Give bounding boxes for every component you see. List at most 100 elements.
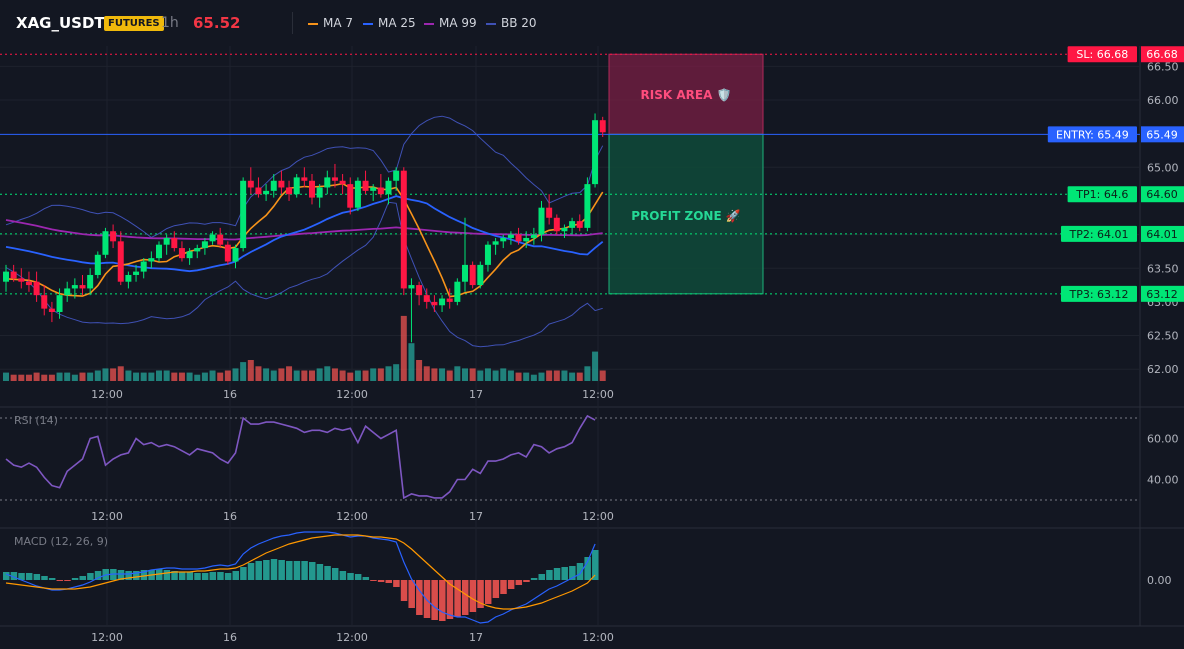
volume-bar	[194, 374, 201, 381]
legend-ma25[interactable]: MA 25	[363, 16, 416, 30]
macd-histogram-bar	[362, 577, 370, 580]
macd-histogram-bar	[515, 580, 523, 585]
volume-bar	[48, 374, 55, 381]
volume-bar	[385, 366, 392, 381]
volume-bar	[500, 368, 507, 381]
price-axis-tag-label: 64.01	[1146, 228, 1178, 241]
volume-bar	[117, 366, 124, 381]
macd-histogram-bar	[255, 561, 262, 580]
header-divider	[292, 12, 293, 34]
volume-bar	[523, 372, 530, 381]
candle-body	[263, 190, 270, 195]
macd-histogram-bar	[278, 560, 285, 580]
volume-bar	[431, 368, 438, 381]
candle-body	[240, 180, 247, 249]
price-axis-tag-label: 64.60	[1146, 188, 1178, 201]
macd-histogram-bar	[247, 563, 255, 580]
rsi-tick-label: 60.00	[1147, 433, 1179, 446]
legend-ma7-label: MA 7	[323, 16, 354, 30]
ma25-swatch	[363, 22, 373, 25]
candle-body	[270, 180, 277, 191]
macd-histogram-bar	[354, 574, 362, 580]
macd-histogram-bar	[523, 580, 530, 582]
macd-histogram-bar	[584, 557, 591, 580]
macd-histogram-bar	[324, 566, 331, 580]
macd-histogram-bar	[400, 580, 408, 601]
candle-body	[102, 231, 109, 255]
candle-body	[163, 237, 170, 245]
ma99-swatch	[424, 22, 434, 25]
macd-histogram-bar	[484, 580, 492, 604]
candle-body	[316, 187, 323, 198]
macd-title: MACD (12, 26, 9)	[14, 535, 108, 548]
candle-body	[530, 234, 537, 238]
level-tag-bg	[1067, 186, 1137, 203]
candle-body	[71, 285, 78, 289]
candle-body	[209, 234, 216, 242]
chart-header: XAG_USDT FUTURES 1h 65.52 MA 7 MA 25 MA …	[0, 0, 1184, 46]
macd-histogram-bar	[3, 572, 10, 580]
candle-body	[592, 120, 599, 185]
macd-histogram-bar	[10, 572, 18, 580]
volume-bar	[33, 372, 40, 381]
volume-bar	[293, 370, 300, 381]
volume-bar	[270, 370, 277, 381]
macd-histogram-bar	[316, 564, 324, 580]
volume-bar	[94, 370, 101, 381]
macd-histogram-bar	[454, 580, 461, 617]
macd-histogram-bar	[309, 562, 316, 580]
volume-bar	[347, 372, 354, 381]
macd-histogram-bar	[133, 571, 140, 580]
volume-bar	[87, 372, 94, 381]
level-tag-bg	[1067, 46, 1137, 63]
volume-bar	[484, 368, 491, 381]
volume-bar	[64, 372, 71, 381]
volume-bar	[41, 374, 48, 381]
candle-body	[148, 258, 155, 262]
time-tick-label: 16	[223, 388, 237, 401]
candle-body	[79, 285, 86, 289]
volume-bar	[240, 362, 247, 381]
volume-bar	[309, 370, 315, 381]
candle-body	[301, 177, 308, 181]
volume-bar	[416, 360, 423, 381]
timeframe-label[interactable]: 1h	[161, 15, 179, 31]
time-tick-label: 12:00	[91, 388, 123, 401]
macd-histogram-bar	[64, 580, 71, 581]
candle-body	[293, 177, 300, 195]
macd-histogram-bar	[446, 580, 454, 619]
candle-body	[454, 281, 461, 302]
candle-body	[561, 227, 568, 232]
price-tick-label: 63.50	[1147, 262, 1179, 275]
price-axis-tag-label: 63.12	[1146, 288, 1178, 301]
candle-body	[110, 231, 117, 242]
candle-body	[178, 248, 185, 259]
volume-bar	[171, 372, 178, 381]
time-tick-label: 12:00	[582, 510, 614, 523]
macd-histogram-bar	[492, 580, 500, 598]
candle-body	[324, 177, 331, 188]
volume-bar	[201, 372, 208, 381]
legend-bb20[interactable]: BB 20	[486, 16, 537, 30]
volume-bar	[553, 370, 560, 381]
volume-bar	[148, 372, 155, 381]
candle-body	[469, 264, 476, 286]
macd-histogram-bar	[469, 580, 477, 612]
symbol-name[interactable]: XAG_USDT	[16, 14, 105, 32]
time-tick-label: 16	[223, 631, 237, 644]
volume-bar	[362, 370, 369, 381]
price-axis-tag-bg	[1141, 285, 1184, 302]
candle-body	[347, 184, 354, 208]
legend-ma99[interactable]: MA 99	[424, 16, 477, 30]
volume-bar	[10, 374, 17, 381]
time-tick-label: 17	[469, 631, 483, 644]
price-tick-label: 62.00	[1147, 363, 1179, 376]
volume-bar	[133, 372, 140, 381]
candle-body	[362, 180, 369, 191]
profit-zone	[608, 133, 764, 295]
legend-ma7[interactable]: MA 7	[308, 16, 353, 30]
candle-body	[339, 180, 346, 185]
candle-body	[538, 207, 545, 235]
legend-ma99-label: MA 99	[439, 16, 477, 30]
